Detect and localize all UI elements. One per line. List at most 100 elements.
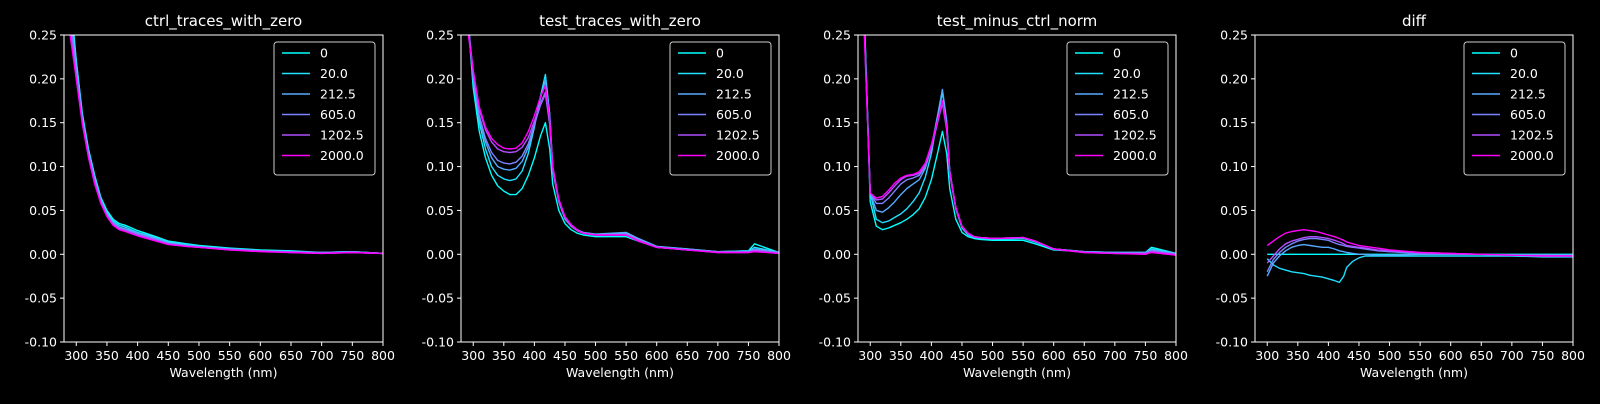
series-line-2000.0 bbox=[863, 35, 1176, 256]
y-tick-label: 0.20 bbox=[823, 71, 851, 86]
legend-entry-label: 605.0 bbox=[320, 107, 356, 122]
legend-entry-label: 20.0 bbox=[716, 66, 744, 81]
y-tick-label: 0.20 bbox=[426, 71, 454, 86]
chart-panel-4: diff 300 350 400 450 500 550 600 650 700 750 800 -0.… bbox=[1216, 12, 1585, 380]
x-tick-label: 550 bbox=[218, 348, 242, 363]
legend-entry-label: 212.5 bbox=[1113, 87, 1149, 102]
y-tick-label: 0.00 bbox=[823, 247, 851, 262]
legend-entry-label: 605.0 bbox=[1113, 107, 1149, 122]
x-tick-label: 400 bbox=[919, 348, 943, 363]
legend-box bbox=[1066, 41, 1169, 176]
x-tick-label: 600 bbox=[645, 348, 669, 363]
x-tick-label: 800 bbox=[371, 348, 395, 363]
x-tick-label: 700 bbox=[310, 348, 334, 363]
y-tick-label: 0.10 bbox=[29, 159, 57, 174]
y-tick-label: -0.05 bbox=[422, 291, 454, 306]
series-line-2000.0 bbox=[69, 35, 383, 255]
x-axis-label: Wavelength (nm) bbox=[963, 365, 1071, 380]
legend-entry-label: 0 bbox=[1510, 46, 1518, 61]
x-tick-label: 700 bbox=[1103, 348, 1127, 363]
y-tick-label: 0.25 bbox=[426, 28, 454, 43]
legend-entry-label: 2000.0 bbox=[716, 148, 760, 163]
x-tick-label: 700 bbox=[706, 348, 730, 363]
y-tick-label: 0.05 bbox=[426, 203, 454, 218]
x-tick-label: 500 bbox=[187, 348, 211, 363]
series-line-212.5 bbox=[1266, 243, 1573, 277]
chart-title: ctrl_traces_with_zero bbox=[145, 12, 302, 31]
series-group bbox=[69, 35, 383, 255]
plot-frame bbox=[63, 34, 384, 343]
chart-panel-1: ctrl_traces_with_zero 300 350 400 450 500 550 6… bbox=[25, 12, 395, 380]
legend-entry-label: 212.5 bbox=[320, 87, 356, 102]
y-tick-label: 0.15 bbox=[823, 115, 851, 130]
y-tick-label: 0.20 bbox=[29, 71, 57, 86]
legend-entry-label: 0 bbox=[716, 46, 724, 61]
x-axis-label: Wavelength (nm) bbox=[170, 365, 278, 380]
x-axis-label: Wavelength (nm) bbox=[1360, 365, 1468, 380]
legend-entry-label: 1202.5 bbox=[1113, 128, 1157, 143]
x-tick-label: 650 bbox=[279, 348, 303, 363]
y-tick-label: -0.10 bbox=[25, 335, 57, 350]
chart-title: test_traces_with_zero bbox=[539, 12, 701, 31]
plot-frame bbox=[460, 34, 780, 343]
y-tick-label: 0.15 bbox=[1220, 115, 1248, 130]
x-tick-label: 650 bbox=[1469, 348, 1493, 363]
x-tick-label: 450 bbox=[156, 348, 180, 363]
y-tick-label: 0.20 bbox=[1220, 71, 1248, 86]
plot-frame bbox=[857, 34, 1177, 343]
legend-entry-label: 2000.0 bbox=[1113, 148, 1157, 163]
chart-title: diff bbox=[1402, 12, 1427, 30]
legend: 0 20.0 212.5 605.0 1202.5 2000.0 bbox=[669, 41, 772, 176]
legend: 0 20.0 212.5 605.0 1202.5 2000.0 bbox=[273, 41, 376, 176]
x-tick-label: 500 bbox=[584, 348, 608, 363]
x-tick-label: 300 bbox=[1255, 348, 1279, 363]
y-tick-label: -0.10 bbox=[819, 335, 851, 350]
x-tick-label: 750 bbox=[1530, 348, 1554, 363]
x-tick-label: 800 bbox=[767, 348, 791, 363]
x-tick-label: 650 bbox=[675, 348, 699, 363]
legend-entry-label: 0 bbox=[320, 46, 328, 61]
y-tick-label: 0.10 bbox=[1220, 159, 1248, 174]
x-tick-label: 400 bbox=[1316, 348, 1340, 363]
x-tick-label: 650 bbox=[1072, 348, 1096, 363]
y-tick-label: 0.10 bbox=[426, 159, 454, 174]
legend-entry-label: 20.0 bbox=[1113, 66, 1141, 81]
series-line-2000.0 bbox=[1266, 228, 1573, 257]
legend-entry-label: 0 bbox=[1113, 46, 1121, 61]
series-line-1202.5 bbox=[1266, 235, 1573, 264]
legend: 0 20.0 212.5 605.0 1202.5 2000.0 bbox=[1066, 41, 1169, 176]
y-tick-label: 0.25 bbox=[823, 28, 851, 43]
x-tick-label: 500 bbox=[981, 348, 1005, 363]
x-tick-label: 350 bbox=[492, 348, 516, 363]
y-tick-label: 0.25 bbox=[1220, 28, 1248, 43]
x-tick-label: 800 bbox=[1561, 348, 1585, 363]
legend-entry-label: 2000.0 bbox=[1510, 148, 1554, 163]
series-group bbox=[863, 35, 1176, 256]
y-tick-label: 0.05 bbox=[29, 203, 57, 218]
legend-entry-label: 212.5 bbox=[1510, 87, 1546, 102]
x-tick-label: 550 bbox=[1408, 348, 1432, 363]
plot-frame bbox=[1254, 34, 1574, 343]
x-tick-label: 300 bbox=[64, 348, 88, 363]
x-tick-label: 750 bbox=[340, 348, 364, 363]
x-tick-label: 300 bbox=[858, 348, 882, 363]
chart-title: test_minus_ctrl_norm bbox=[937, 12, 1098, 31]
y-tick-label: -0.10 bbox=[1216, 335, 1248, 350]
series-line-605.0 bbox=[1266, 237, 1573, 273]
x-tick-label: 600 bbox=[1439, 348, 1463, 363]
legend-box bbox=[273, 41, 376, 176]
x-tick-label: 800 bbox=[1164, 348, 1188, 363]
y-tick-label: 0.05 bbox=[823, 203, 851, 218]
x-tick-label: 550 bbox=[614, 348, 638, 363]
x-tick-label: 550 bbox=[1011, 348, 1035, 363]
y-tick-label: -0.05 bbox=[819, 291, 851, 306]
legend-entry-label: 1202.5 bbox=[716, 128, 760, 143]
x-axis-label: Wavelength (nm) bbox=[566, 365, 674, 380]
y-tick-label: -0.10 bbox=[422, 335, 454, 350]
x-tick-label: 600 bbox=[1042, 348, 1066, 363]
series-line-2000.0 bbox=[467, 35, 779, 255]
x-tick-label: 750 bbox=[1133, 348, 1157, 363]
y-tick-label: 0.00 bbox=[29, 247, 57, 262]
